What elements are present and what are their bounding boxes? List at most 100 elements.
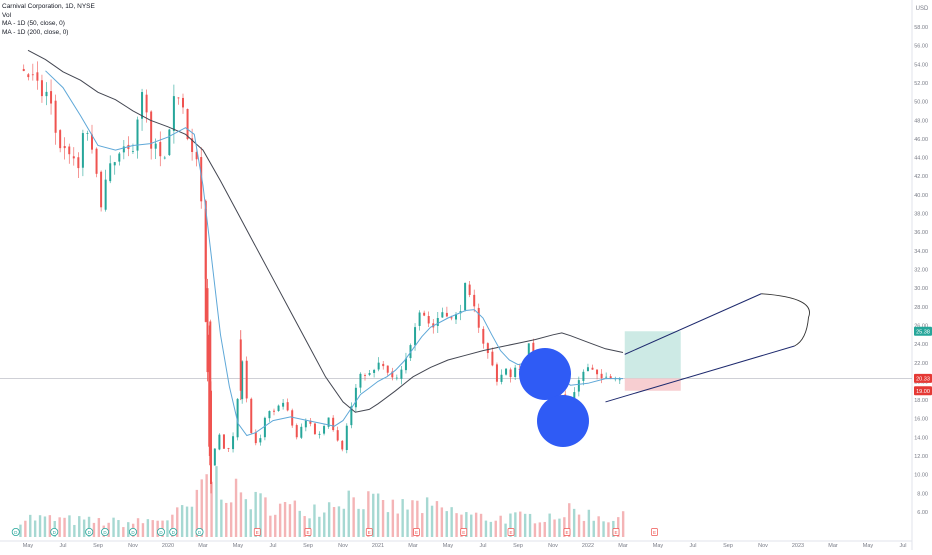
dividend-marker[interactable]	[169, 528, 178, 537]
volume-bar	[107, 522, 110, 537]
candle-body	[218, 434, 221, 450]
volume-bar	[195, 489, 199, 537]
x-tick-label: Mar	[408, 543, 418, 549]
candle-body	[577, 380, 580, 392]
earnings-marker[interactable]	[413, 528, 420, 536]
dividend-marker[interactable]	[85, 528, 94, 537]
dividend-marker[interactable]	[101, 528, 110, 537]
volume-bar	[396, 513, 399, 537]
candle-body	[573, 392, 576, 401]
candle-body	[72, 156, 75, 159]
volume-bar	[200, 479, 203, 537]
volume-bar	[293, 500, 297, 537]
candle-body	[341, 440, 344, 450]
candle-body	[600, 373, 603, 379]
earnings-marker-label: E	[614, 530, 617, 535]
chart-legend: Carnival Corporation, 1D, NYSE Vol MA - …	[2, 3, 95, 37]
volume-bar	[572, 508, 576, 537]
dividend-marker[interactable]	[50, 528, 59, 537]
volume-bar	[205, 474, 208, 537]
volume-bar	[87, 516, 91, 537]
y-tick-label: 38.00	[914, 212, 928, 218]
x-tick-label: May	[443, 543, 454, 549]
circle-shape-lower[interactable]	[537, 395, 589, 447]
candle-body	[172, 96, 175, 131]
candle-body	[532, 342, 535, 356]
volume-bar	[558, 518, 561, 537]
candle-body	[486, 343, 489, 354]
candle-body	[45, 91, 48, 97]
candle-body	[282, 402, 285, 407]
arc-drawing[interactable]	[761, 293, 810, 347]
dividend-marker[interactable]	[156, 528, 165, 537]
volume-bar	[543, 521, 546, 537]
earnings-marker[interactable]	[612, 528, 620, 536]
profit-zone[interactable]	[624, 331, 681, 379]
candle-body	[277, 405, 280, 411]
symbol-title: Carnival Corporation, 1D, NYSE	[2, 3, 95, 10]
candle-body	[377, 362, 380, 370]
volume-bar	[127, 522, 130, 537]
candle-body	[36, 72, 39, 81]
loss-zone[interactable]	[624, 378, 681, 391]
earnings-marker-label: E	[368, 530, 371, 535]
earnings-marker[interactable]	[507, 528, 515, 536]
candle-body	[327, 417, 330, 427]
y-tick-label: 52.00	[914, 81, 928, 87]
candle-body	[382, 363, 385, 367]
earnings-marker[interactable]	[460, 528, 468, 536]
volume-bar	[308, 518, 311, 537]
candle-body	[131, 151, 134, 152]
lower-trendline[interactable]	[605, 345, 795, 403]
upper-trendline[interactable]	[624, 293, 762, 355]
x-tick-label: May	[233, 543, 244, 549]
y-tick-label: 30.00	[914, 286, 928, 292]
y-tick-label: 14.00	[914, 435, 928, 441]
candle-body	[414, 327, 417, 346]
circle-shape-upper[interactable]	[519, 348, 571, 400]
volume-bar	[411, 500, 414, 537]
volume-bar	[48, 515, 52, 537]
volume-bar	[577, 514, 581, 537]
y-tick-label: 46.00	[914, 137, 928, 143]
volume-bar	[166, 520, 169, 537]
y-tick-label: 54.00	[914, 62, 928, 68]
earnings-marker[interactable]	[563, 528, 571, 536]
volume-bar	[568, 503, 571, 537]
y-tick-label: 50.00	[914, 100, 928, 106]
y-tick-label: 42.00	[914, 174, 928, 180]
candle-body	[104, 179, 107, 210]
y-tick-label: 32.00	[914, 268, 928, 274]
candle-body	[586, 367, 589, 372]
dividend-marker-label: D	[198, 530, 202, 535]
y-tick-label: 58.00	[914, 25, 928, 31]
earnings-marker-label: E	[462, 530, 465, 535]
volume-bar	[92, 522, 96, 537]
earnings-marker[interactable]	[304, 528, 312, 536]
candle-body	[208, 334, 211, 447]
dividend-marker[interactable]	[195, 528, 204, 537]
earnings-marker[interactable]	[365, 528, 373, 536]
y-tick-label: 10.00	[914, 473, 928, 479]
x-tick-label: Jul	[899, 543, 906, 549]
candle-body	[500, 374, 503, 382]
x-tick-label: Mar	[828, 543, 838, 549]
ma200-line	[27, 49, 624, 413]
candle-body	[514, 367, 517, 377]
dividend-marker[interactable]	[128, 528, 137, 537]
candle-body	[323, 426, 326, 434]
earnings-marker-label: E	[415, 530, 418, 535]
earnings-marker[interactable]	[651, 528, 658, 536]
volume-bar	[450, 507, 453, 537]
dividend-marker[interactable]	[11, 528, 20, 537]
candle-body	[400, 369, 403, 379]
x-tick-label: Mar	[618, 543, 628, 549]
candle-body	[391, 371, 394, 378]
volume-bar	[63, 517, 66, 537]
earnings-marker[interactable]	[253, 528, 261, 536]
candle-body	[273, 410, 275, 412]
candle-body	[300, 426, 303, 438]
candle-body	[31, 74, 34, 76]
